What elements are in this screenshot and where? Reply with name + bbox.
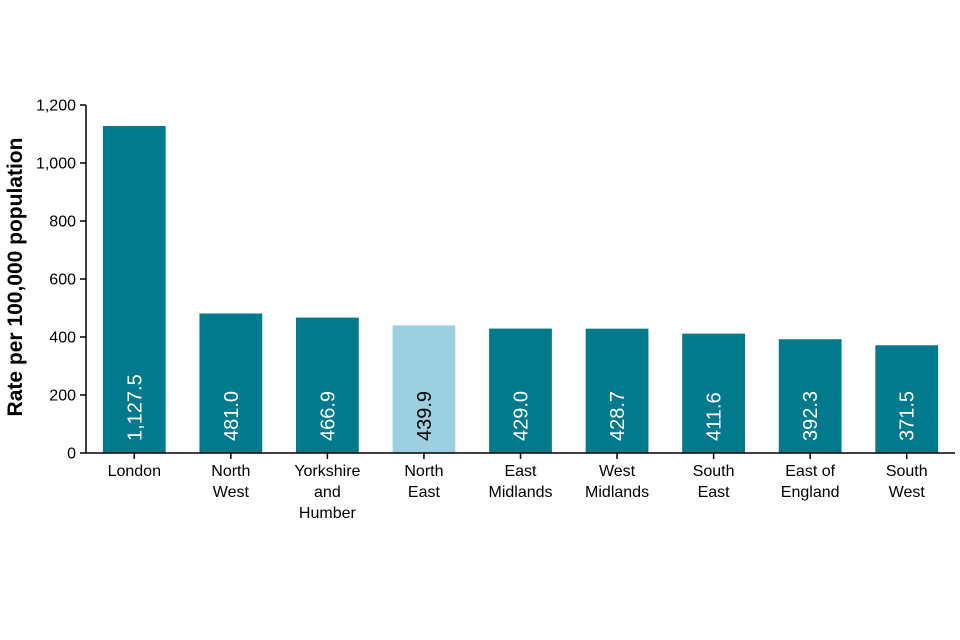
x-tick-label: London: [108, 463, 161, 480]
y-tick-label: 200: [49, 388, 76, 405]
bar-value-label: 428.7: [607, 391, 629, 441]
y-tick-label: 1,200: [36, 98, 76, 115]
bar-value-label: 466.9: [317, 391, 339, 441]
bar-value-label: 481.0: [221, 391, 243, 441]
x-tick-label: East Midlands: [488, 463, 552, 501]
bar: [875, 345, 939, 453]
bars: 1,127.5 481.0 466.9 439.9 429.0 428.7 411.6 392…: [102, 126, 939, 454]
bar: [585, 328, 649, 453]
x-axis: London North West Yorkshire and Humber North Ea…: [86, 452, 955, 522]
x-tick-label: Yorkshire and Humber: [294, 463, 360, 522]
bar: [296, 317, 359, 453]
bar-value-label: 1,127.5: [124, 374, 146, 441]
bar: [102, 126, 166, 454]
bar-value-label: 439.9: [414, 391, 436, 441]
bar-value-label: 392.3: [800, 391, 822, 441]
y-tick-label: 400: [49, 330, 76, 347]
x-tick-label: North East: [404, 463, 443, 501]
x-tick-label: West Midlands: [585, 463, 649, 501]
bar: [778, 339, 842, 453]
x-tick-label: South East: [693, 463, 735, 501]
y-axis: 0 200 400 600 800 1,000 1,200: [36, 98, 87, 463]
bar: [682, 333, 745, 453]
x-tick-label: North West: [211, 463, 250, 501]
y-tick-label: 1,000: [36, 156, 76, 173]
bar: [392, 325, 456, 453]
bar-value-label: 429.0: [511, 391, 533, 441]
y-tick-label: 800: [49, 214, 76, 231]
y-tick-label: 600: [49, 272, 76, 289]
bar-value-label: 411.6: [704, 392, 726, 441]
bar: [199, 313, 263, 453]
bar-value-label: 371.5: [897, 391, 919, 441]
x-tick-label: East of England: [781, 463, 840, 501]
x-tick-label: South West: [886, 463, 928, 501]
y-tick-label: 0: [67, 446, 76, 463]
bar: [489, 328, 552, 453]
y-axis-label: Rate per 100,000 population: [4, 138, 27, 417]
